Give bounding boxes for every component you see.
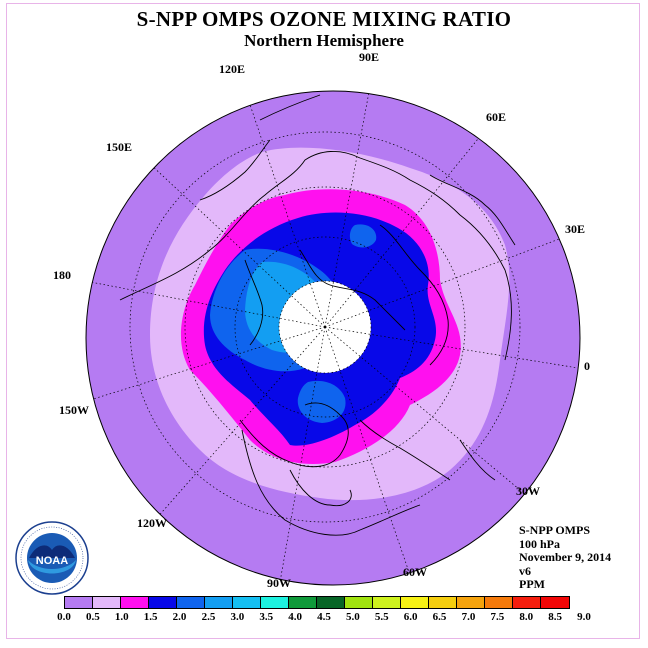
colorbar-tick: 4.5 bbox=[317, 611, 331, 623]
info-level: 100 hPa bbox=[519, 536, 561, 551]
lon-label-120w: 120W bbox=[137, 516, 167, 530]
lon-label-150w: 150W bbox=[59, 403, 89, 417]
info-block: S-NPP OMPS 100 hPa November 9, 2014 v6 P… bbox=[519, 523, 612, 592]
colorbar-tick: 1.0 bbox=[114, 611, 129, 623]
lon-label-90e: 90E bbox=[359, 50, 379, 64]
colorbar-swatch-13 bbox=[429, 597, 457, 608]
info-units: PPM bbox=[519, 577, 545, 591]
colorbar-swatch-12 bbox=[401, 597, 429, 608]
colorbar-tick: 5.5 bbox=[374, 611, 389, 623]
colorbar-swatch-10 bbox=[345, 597, 373, 608]
colorbar-swatch-4 bbox=[177, 597, 205, 608]
colorbar-tick: 2.0 bbox=[172, 611, 187, 623]
colorbar-tick: 4.0 bbox=[288, 611, 302, 623]
lon-label-60e: 60E bbox=[486, 110, 506, 124]
region-2.5-3.0-b bbox=[297, 380, 346, 423]
colorbar-tick: 3.0 bbox=[230, 611, 245, 623]
colorbar-tick: 0.0 bbox=[57, 611, 71, 623]
info-version: v6 bbox=[519, 563, 531, 578]
colorbar-tick: 8.0 bbox=[519, 611, 534, 623]
colorbar-swatch-0 bbox=[65, 597, 93, 608]
colorbar-tick: 6.5 bbox=[432, 611, 447, 623]
colorbar-swatch-16 bbox=[513, 597, 541, 608]
map-border bbox=[85, 90, 581, 586]
lon-label-150e: 150E bbox=[106, 140, 132, 154]
colorbar-swatch-3 bbox=[149, 597, 177, 608]
map-title: S-NPP OMPS OZONE MIXING RATIO bbox=[136, 7, 512, 31]
colorbar-swatch-1 bbox=[93, 597, 121, 608]
info-instrument: S-NPP OMPS bbox=[519, 523, 590, 537]
colorbar-swatch-8 bbox=[289, 597, 317, 608]
colorbar-tick: 7.5 bbox=[490, 611, 505, 623]
graticule bbox=[86, 91, 579, 583]
colorbar-tick: 9.0 bbox=[577, 611, 591, 623]
lon-label-30w: 30W bbox=[516, 484, 540, 498]
svg-text:NOAA: NOAA bbox=[36, 555, 68, 567]
lon-label-120e: 120E bbox=[219, 62, 245, 76]
colorbar-swatch-5 bbox=[205, 597, 233, 608]
colorbar-tick: 2.5 bbox=[201, 611, 216, 623]
figure-frame bbox=[6, 3, 640, 639]
colorbar-tick: 8.5 bbox=[548, 611, 562, 623]
colorbar-tick: 3.5 bbox=[259, 611, 274, 623]
lon-label-60w: 60W bbox=[403, 565, 427, 579]
colorbar-swatch-6 bbox=[233, 597, 261, 608]
colorbar-tick: 5.0 bbox=[346, 611, 360, 623]
colorbar-swatch-7 bbox=[261, 597, 289, 608]
colorbar-swatch-14 bbox=[457, 597, 485, 608]
lon-label-90w: 90W bbox=[267, 576, 291, 590]
colorbar bbox=[64, 596, 570, 609]
lon-label-180: 180 bbox=[53, 268, 71, 282]
colorbar-tick: 0.5 bbox=[86, 611, 100, 623]
colorbar-tick: 6.0 bbox=[403, 611, 418, 623]
noaa-logo: NOAA bbox=[15, 521, 89, 595]
lon-label-0: 0 bbox=[584, 359, 590, 373]
lon-label-30e: 30E bbox=[565, 222, 585, 236]
colorbar-swatch-11 bbox=[373, 597, 401, 608]
colorbar-swatch-17 bbox=[541, 597, 569, 608]
colorbar-swatch-15 bbox=[485, 597, 513, 608]
region-2.0-2.5-siberia bbox=[349, 224, 377, 248]
colorbar-swatch-9 bbox=[317, 597, 345, 608]
colorbar-ticks: 0.0 0.5 1.0 1.5 2.0 2.5 3.0 3.5 4.0 4.5 5.0 5.5 6.0 6… bbox=[57, 611, 591, 625]
colorbar-tick: 1.5 bbox=[143, 611, 158, 623]
coastlines bbox=[119, 94, 516, 536]
longitude-labels: 90E 60E 30E 0 30W 60W 90W 120W 150W 180 … bbox=[53, 50, 590, 590]
colorbar-tick: 7.0 bbox=[461, 611, 476, 623]
colorbar-swatch-2 bbox=[121, 597, 149, 608]
map-subtitle: Northern Hemisphere bbox=[244, 31, 404, 50]
info-date: November 9, 2014 bbox=[519, 550, 612, 564]
